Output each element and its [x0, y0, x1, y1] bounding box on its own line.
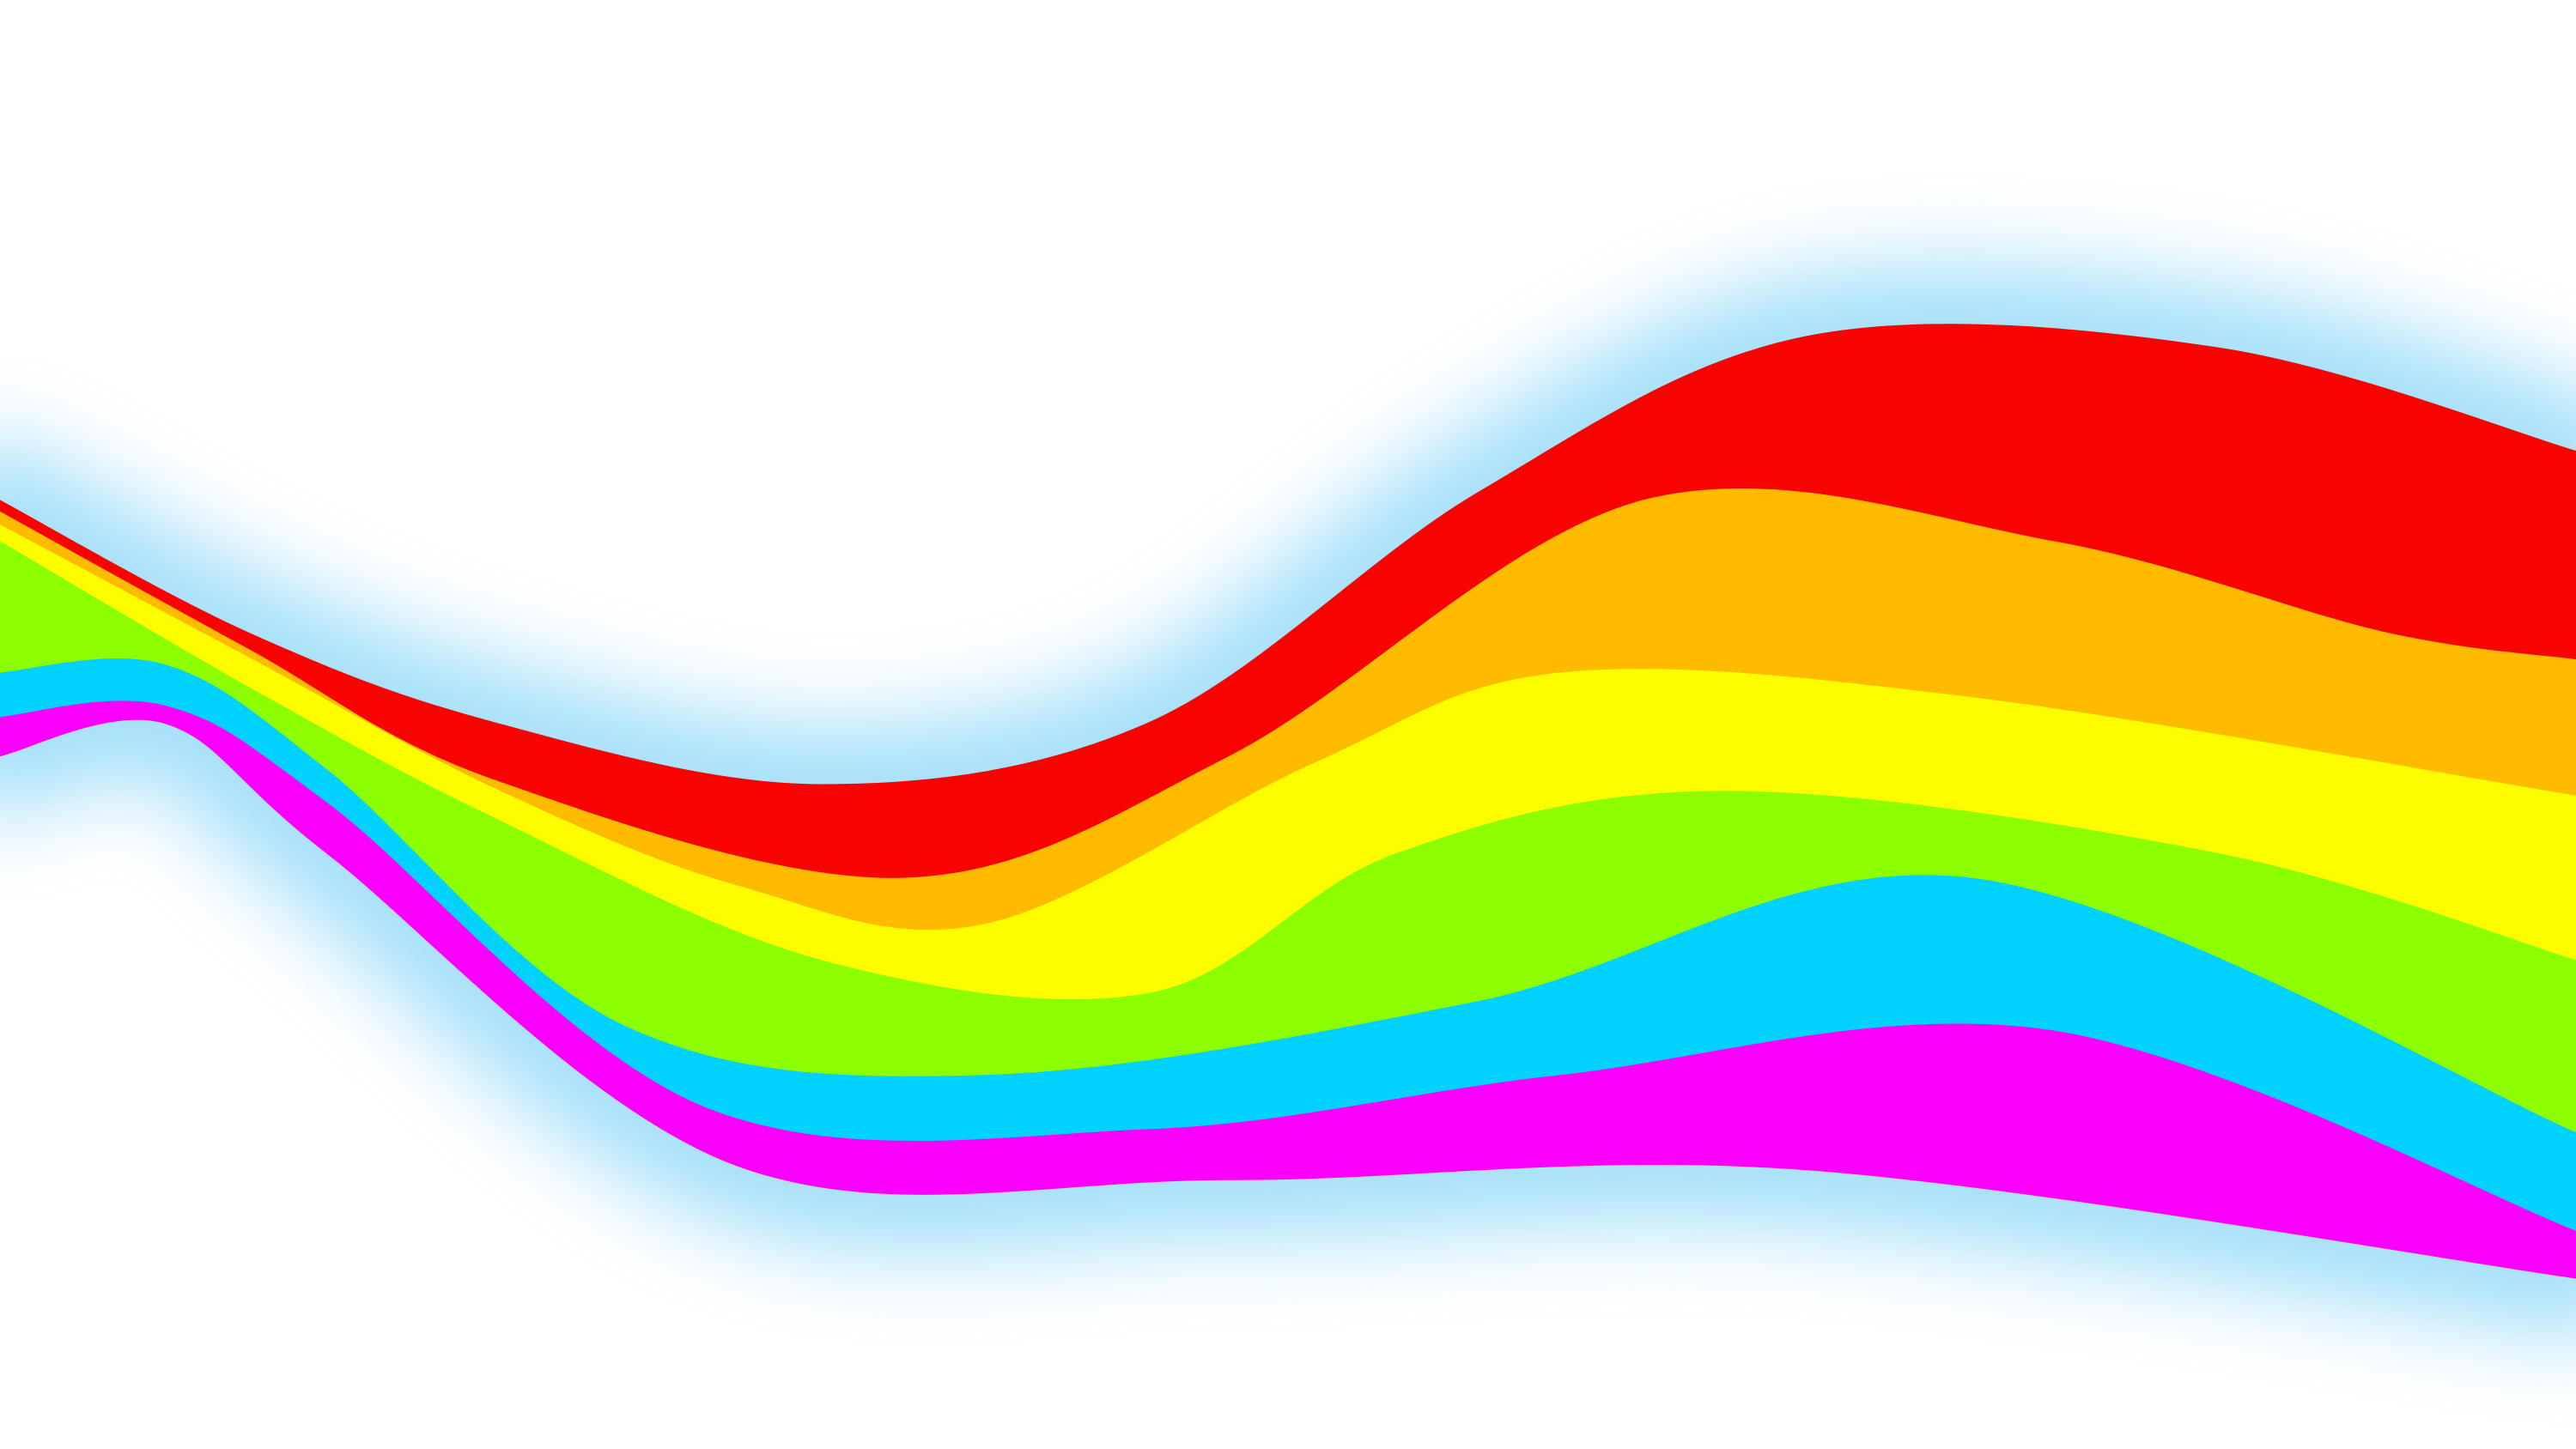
rainbow-bands	[0, 324, 2576, 1279]
rainbow-band-magenta	[0, 700, 2576, 1279]
